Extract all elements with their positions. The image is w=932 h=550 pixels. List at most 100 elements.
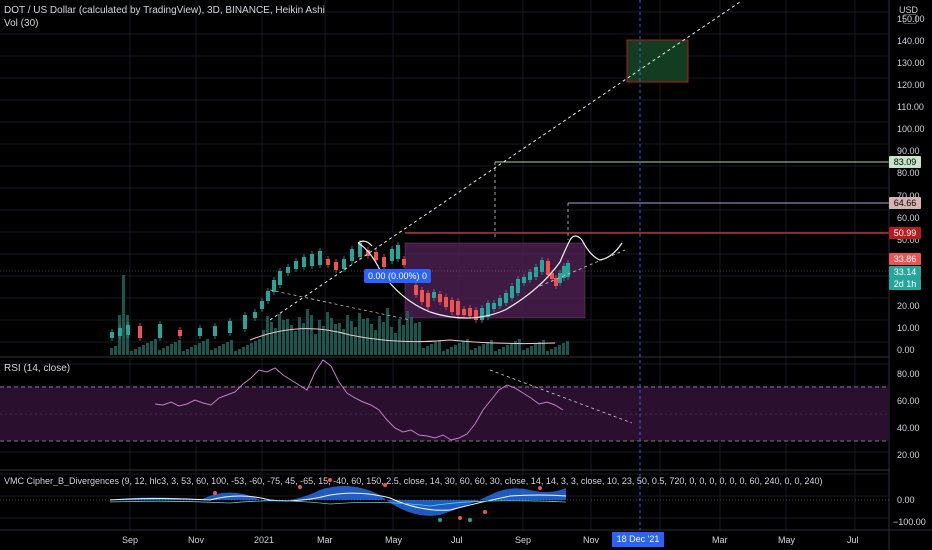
volume-bar — [386, 308, 389, 355]
candle-body — [468, 308, 472, 316]
volume-bar — [206, 339, 209, 355]
candle-body — [456, 301, 460, 315]
candle-body — [334, 262, 338, 270]
volume-bar — [410, 317, 413, 355]
volume-bar — [146, 343, 149, 355]
volume-bar — [482, 344, 485, 355]
time-tick: May — [385, 535, 403, 545]
volume-bar — [566, 341, 569, 355]
volume-bar — [166, 346, 169, 355]
volume-bar — [162, 348, 165, 355]
measure-tooltip[interactable]: 0.00 (0.00%) 0 — [364, 269, 432, 283]
volume-bar — [370, 324, 373, 355]
countdown-tag: 2d 1h — [889, 278, 921, 290]
volume-bar — [234, 351, 237, 355]
cipher-tick-0: 0.00 — [897, 495, 915, 505]
volume-bar — [430, 344, 433, 355]
volume-bar — [550, 349, 553, 355]
volume-bar — [254, 341, 257, 355]
volume-bar — [354, 327, 357, 355]
candle-body — [550, 273, 554, 279]
cipher-dot — [458, 516, 462, 520]
volume-bar — [514, 341, 517, 355]
rsi-tick-20: 20.00 — [897, 450, 920, 460]
volume-bar — [562, 343, 565, 355]
candle-body — [462, 309, 466, 315]
volume-bar — [538, 342, 541, 355]
volume-bar — [318, 320, 321, 355]
volume-bar — [178, 340, 181, 355]
cup-left-lip — [357, 240, 373, 247]
volume-bar — [194, 345, 197, 355]
price-tick: 60.00 — [897, 212, 920, 223]
candle-body — [432, 292, 436, 298]
cipher-dot — [468, 518, 472, 522]
rsi-tick-60: 60.00 — [897, 396, 920, 406]
price-tick: 120.00 — [897, 80, 925, 91]
price-tick: 110.00 — [897, 102, 924, 113]
volume-bar — [262, 330, 265, 355]
candle-body — [528, 272, 532, 280]
time-tick: 2021 — [254, 535, 275, 545]
volume-bar — [350, 321, 353, 355]
volume-bar — [246, 345, 249, 355]
volume-bar — [258, 339, 261, 355]
candle-body — [516, 279, 520, 293]
target-box[interactable] — [626, 39, 689, 83]
cipher-dot — [328, 478, 332, 482]
volume-bar — [286, 319, 289, 355]
candle-body — [546, 261, 550, 275]
price-tick: 0.00 — [897, 345, 915, 356]
rsi-title: RSI (14, close) — [4, 363, 71, 374]
candle-body — [420, 290, 424, 302]
cipher-dot — [213, 491, 217, 495]
candle-body — [474, 310, 478, 320]
handle-curve[interactable] — [569, 235, 623, 261]
candle-body — [198, 328, 202, 336]
cipher-dot — [438, 518, 442, 522]
volume-bar — [346, 315, 349, 355]
candle-body — [438, 294, 442, 302]
rsi-line — [154, 359, 564, 441]
price-tick: 90.00 — [897, 146, 920, 157]
time-tick: Mar — [712, 535, 728, 545]
candle-body — [374, 252, 378, 260]
trendline-lower[interactable] — [269, 289, 411, 321]
cipher-tick-neg100: −100.00 — [893, 517, 926, 527]
volume-bar — [334, 324, 337, 355]
rsi-trendline[interactable] — [489, 369, 633, 424]
volume-bar — [138, 347, 141, 355]
volume-bar — [210, 350, 213, 355]
volume-bar — [134, 349, 137, 355]
volume-bar — [306, 309, 309, 355]
volume-bar — [290, 325, 293, 355]
price-tick: 140.00 — [897, 36, 925, 47]
volume-bar — [190, 347, 193, 355]
volume-bar — [498, 349, 501, 355]
candle-body — [110, 332, 114, 338]
candle-body — [260, 301, 264, 309]
candle-body — [178, 330, 182, 336]
cipher-wave-cyan — [109, 500, 567, 507]
volume-bar — [214, 348, 217, 355]
price-tick: 70.00 — [897, 190, 920, 201]
volume-bar — [342, 329, 345, 355]
time-tick: Nov — [583, 535, 600, 545]
trendline-main[interactable] — [269, 1, 741, 321]
volume-bar — [434, 342, 437, 355]
currency-icon[interactable] — [903, 14, 917, 24]
volume-bar — [294, 331, 297, 355]
volume-bar — [526, 348, 529, 355]
symbol-title: DOT / US Dollar (calculated by TradingVi… — [4, 5, 325, 16]
volume-bar — [382, 322, 385, 355]
candle-body — [554, 278, 558, 286]
currency-button[interactable]: USD — [899, 5, 919, 15]
volume-bar — [542, 340, 545, 355]
candles — [110, 240, 570, 341]
volume-bar — [358, 313, 361, 355]
volume-bar — [330, 318, 333, 355]
time-tick: May — [778, 535, 796, 545]
candle-body — [294, 261, 298, 269]
candle-body — [510, 286, 514, 298]
